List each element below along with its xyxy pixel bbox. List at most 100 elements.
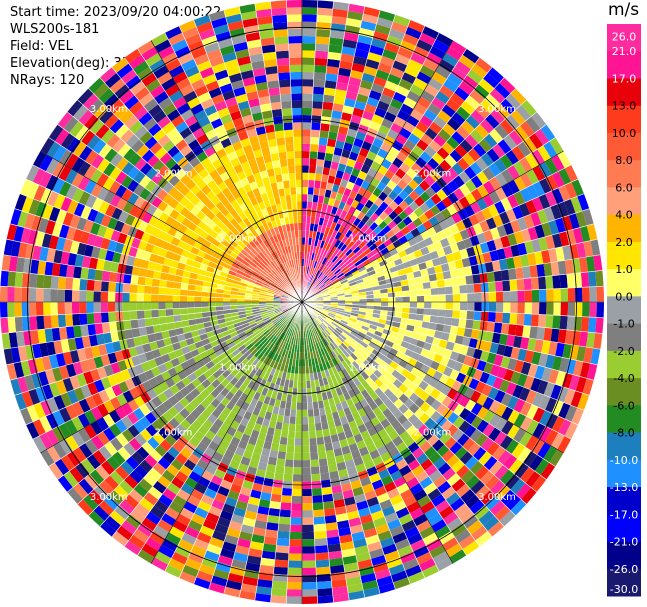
radar-gate	[266, 190, 275, 200]
radar-gate	[513, 191, 526, 206]
radar-gate	[275, 241, 282, 250]
radar-gate	[297, 380, 302, 389]
radar-gate	[559, 274, 568, 289]
radar-gate	[386, 487, 400, 500]
radar-gate	[264, 433, 274, 443]
radar-gate	[348, 214, 357, 224]
radar-gate	[85, 395, 97, 410]
radar-gate	[375, 523, 390, 535]
radar-gate	[275, 346, 282, 355]
radar-gate	[466, 246, 476, 258]
radar-gate	[302, 431, 310, 439]
radar-gate	[39, 154, 53, 172]
radar-gate	[409, 307, 417, 315]
radar-gate	[508, 130, 524, 146]
radar-gate	[257, 321, 265, 328]
radar-gate	[406, 272, 415, 280]
radar-gate	[318, 272, 325, 280]
radar-gate	[238, 374, 248, 384]
radar-gate	[442, 270, 452, 280]
radar-gate	[432, 222, 443, 234]
radar-gate	[311, 336, 316, 344]
radar-gate	[341, 46, 356, 56]
radar-gate	[275, 354, 282, 363]
radar-gate	[210, 118, 224, 130]
radar-gate	[333, 257, 341, 265]
radar-gate	[255, 468, 267, 478]
radar-gate	[20, 407, 33, 425]
radar-gate	[202, 281, 211, 288]
radar-gate	[313, 277, 319, 285]
radar-gate	[196, 151, 209, 163]
radar-gate	[351, 234, 360, 244]
radar-gate	[289, 373, 295, 381]
radar-gate	[201, 286, 210, 293]
radar-gate	[134, 433, 148, 447]
radar-gate	[529, 264, 538, 278]
radar-gate	[243, 340, 252, 348]
radar-gate	[246, 555, 262, 565]
radar-gate	[480, 152, 494, 167]
radar-gate	[310, 313, 316, 320]
radar-gate	[131, 451, 145, 465]
radar-gate	[337, 261, 345, 269]
radar-gate	[284, 310, 291, 316]
radar-gate	[262, 282, 270, 288]
radar-gate	[339, 263, 347, 271]
radar-gate	[233, 276, 242, 283]
radar-gate	[78, 109, 94, 126]
radar-gate	[176, 102, 191, 116]
radar-gate	[464, 95, 481, 110]
radar-gate	[302, 93, 313, 101]
radar-gate	[130, 508, 146, 524]
radar-gate	[462, 514, 479, 529]
radar-gate	[495, 103, 511, 120]
radar-gate	[413, 270, 422, 279]
radar-gate	[347, 240, 355, 249]
radar-gate	[401, 519, 417, 532]
radar-gate	[338, 274, 346, 281]
radar-gate	[289, 538, 302, 547]
radar-gate	[417, 494, 432, 508]
radar-gate	[58, 407, 72, 423]
radar-gate	[335, 170, 345, 179]
radar-gate	[314, 173, 323, 182]
ray-separator	[270, 301, 303, 603]
radar-gate	[359, 298, 367, 302]
radar-gate	[234, 214, 243, 224]
radar-gate	[315, 429, 324, 438]
radar-gate	[124, 378, 136, 391]
ray-separator	[223, 10, 303, 303]
radar-gate	[266, 404, 275, 414]
radar-gate	[154, 90, 169, 105]
radar-gate	[251, 338, 260, 346]
radar-gate	[377, 62, 393, 74]
radar-gate	[41, 233, 52, 249]
radar-gate	[361, 140, 373, 151]
radar-gate	[223, 289, 231, 295]
ray-separator	[111, 301, 303, 537]
radar-gate	[50, 275, 59, 290]
radar-gate	[330, 221, 338, 230]
radar-gate	[151, 302, 159, 310]
radar-gate	[388, 429, 400, 441]
radar-gate	[78, 442, 93, 459]
radar-gate	[13, 225, 25, 243]
radar-gate	[139, 459, 153, 473]
radar-gate	[302, 165, 310, 173]
radar-gate	[158, 381, 170, 393]
radar-gate	[251, 299, 259, 302]
radar-gate	[223, 309, 231, 315]
radar-gate	[522, 325, 531, 338]
radar-gate	[238, 211, 248, 221]
radar-gate	[95, 464, 110, 481]
radar-gate	[253, 445, 263, 455]
radar-gate	[129, 302, 137, 312]
radar-gate	[104, 113, 119, 129]
radar-gate	[10, 240, 21, 258]
radar-gate	[302, 495, 313, 504]
radar-gate	[322, 346, 329, 355]
radar-gate	[342, 39, 358, 49]
ray-separator	[88, 301, 303, 516]
radar-gate	[152, 431, 165, 445]
